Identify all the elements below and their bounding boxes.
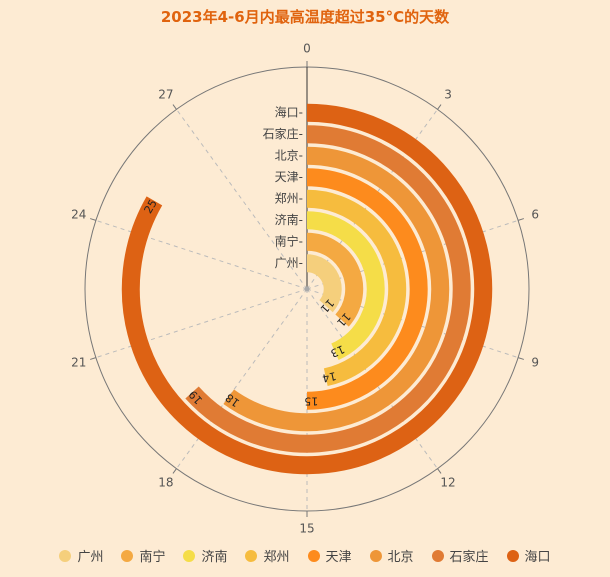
category-label: 石家庄- [263,126,303,141]
bar-天津 [306,168,428,410]
legend-label: 郑州 [263,550,290,565]
legend-marker [59,549,72,562]
chart-title: 2023年4-6月内最高温度超过35°C的天数 [160,8,450,26]
bar-海口 [121,103,493,475]
angle-tick-label: 0 [303,42,311,56]
angle-tick-label: 6 [531,207,539,221]
bar-济南 [306,211,385,360]
angle-tick [172,104,177,110]
category-label: 济南- [275,212,303,227]
angle-tick [517,218,524,221]
legend-marker [183,549,196,562]
data-label: 25 [142,197,160,216]
category-label: 南宁- [275,233,303,248]
data-label: 15 [304,395,318,408]
angle-tick [90,218,97,221]
legend-item[interactable]: 南宁 [121,546,165,565]
category-label: 北京- [275,148,303,162]
bar-北京 [223,146,450,432]
legend-item[interactable]: 天津 [307,546,352,565]
legend-label: 广州 [77,550,104,565]
legend-item[interactable]: 郑州 [245,546,290,565]
angle-tick-label: 21 [71,356,86,370]
angle-tick [437,104,442,110]
angle-tick-label: 3 [444,87,452,101]
legend-marker [506,549,519,562]
legend-item[interactable]: 石家庄 [431,546,489,565]
bar-郑州 [306,189,407,387]
angle-tick [172,468,177,474]
category-label: 郑州- [275,190,303,205]
legend-item[interactable]: 北京 [369,546,414,565]
angle-tick [517,357,524,360]
legend-marker [369,549,382,562]
legend-marker [431,549,444,562]
data-label: 14 [321,369,337,385]
legend-item[interactable]: 济南 [183,546,227,565]
bar-南宁 [306,232,364,327]
center-dot [304,286,310,292]
legend-item[interactable]: 海口 [506,546,551,565]
angle-tick [437,468,442,474]
legend-label: 济南 [201,550,228,565]
legend-marker [307,549,320,562]
angle-grid-line [176,109,308,290]
angle-tick-label: 12 [440,476,455,490]
category-label: 海口- [275,104,303,119]
legend-label: 北京 [387,550,414,565]
legend: 广州 南宁 济南 郑州 天津 北京 石家庄 海口 [0,546,610,565]
legend-marker [245,549,258,562]
angle-tick-label: 15 [299,522,314,536]
legend-marker [121,549,134,562]
angle-tick-label: 18 [158,476,173,490]
angle-tick [90,357,97,360]
category-label: 天津- [275,170,303,184]
category-label: 广州- [275,256,303,270]
legend-label: 天津 [325,550,352,565]
bar-石家庄 [185,125,471,453]
angle-tick-label: 27 [158,87,173,101]
legend-label: 南宁 [139,550,166,565]
angle-tick-label: 24 [71,207,86,221]
legend-label: 石家庄 [449,550,489,565]
legend-item[interactable]: 广州 [59,546,103,565]
bar-广州 [306,254,342,313]
legend-label: 海口 [524,550,551,565]
data-label: 13 [328,342,346,360]
angle-tick-label: 9 [531,356,539,370]
